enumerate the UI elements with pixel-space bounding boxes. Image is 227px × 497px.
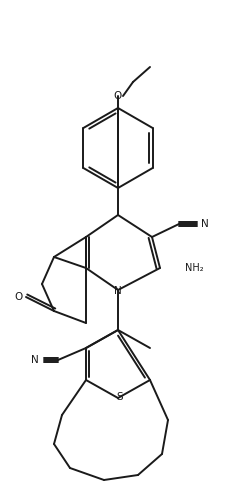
Text: O: O [113, 91, 122, 101]
Text: O: O [15, 292, 23, 302]
Text: N: N [114, 286, 121, 296]
Text: N: N [200, 219, 208, 229]
Text: S: S [116, 392, 123, 402]
Text: N: N [31, 355, 39, 365]
Text: NH₂: NH₂ [184, 263, 203, 273]
